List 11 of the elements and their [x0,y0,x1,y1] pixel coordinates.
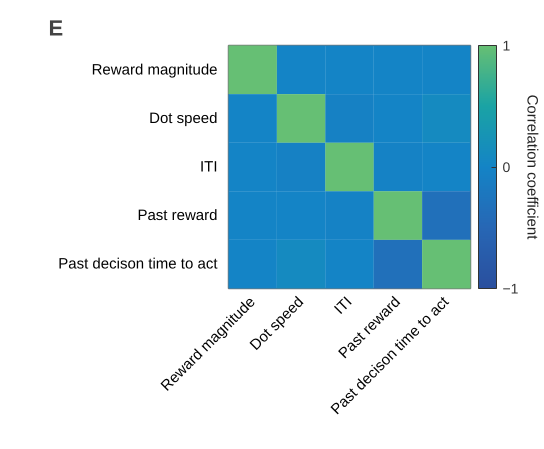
y-tick-label: Past decison time to act [58,256,218,273]
y-tick-label: Dot speed [149,110,218,127]
y-tick-label: Reward magnitude [92,61,218,78]
color-bar-label: 1 [502,38,510,54]
color-bar-label: 0 [502,159,510,175]
y-tick-label: ITI [200,158,218,176]
x-tick-label: ITI [331,293,356,318]
y-tick-label: Past reward [137,207,218,224]
color-bar-label: −1 [502,280,519,296]
color-bar-title: Correlation coefficient [524,94,540,240]
chart-title: E [48,16,64,40]
